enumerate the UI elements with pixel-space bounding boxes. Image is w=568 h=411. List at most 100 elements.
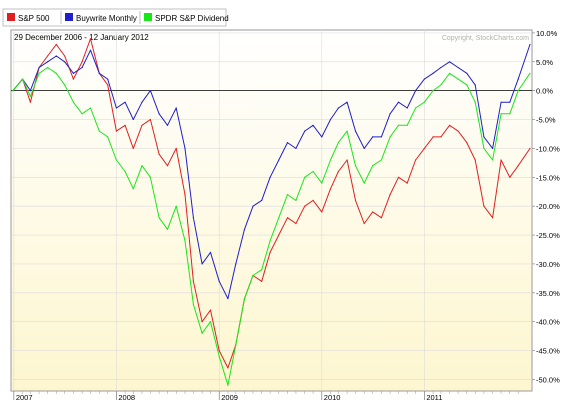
data-point <box>337 170 339 173</box>
data-point <box>166 124 169 126</box>
data-point <box>201 263 203 265</box>
data-point <box>474 101 476 103</box>
data-point <box>21 78 24 80</box>
x-tick-label: 2010 <box>324 393 341 402</box>
data-point <box>509 101 511 103</box>
data-point <box>380 217 382 219</box>
date-range-label: 29 December 2006 - 12 January 2012 <box>14 33 149 42</box>
data-point <box>132 147 134 150</box>
y-tick-label: -5.0% <box>536 116 556 125</box>
data-point <box>29 90 32 92</box>
data-point <box>449 61 451 63</box>
data-point <box>72 78 75 80</box>
legend-item-spdr-dividend[interactable]: SPDR S&P Dividend <box>144 13 229 23</box>
y-tick-label: -35.0% <box>536 289 560 298</box>
x-tick-label: 2007 <box>16 393 33 402</box>
data-point <box>175 205 177 207</box>
data-point <box>354 130 357 132</box>
data-point <box>483 205 485 207</box>
data-point <box>449 124 451 126</box>
data-point <box>415 159 417 161</box>
data-point <box>500 113 502 115</box>
data-point <box>517 78 519 80</box>
legend-swatch-buywrite <box>65 13 73 21</box>
data-point <box>149 90 151 92</box>
data-point <box>38 72 40 74</box>
data-point <box>380 159 382 161</box>
data-point <box>354 199 357 201</box>
data-point <box>209 321 212 323</box>
data-point <box>29 95 32 98</box>
data-point <box>269 251 271 253</box>
data-point <box>449 72 451 74</box>
data-point <box>329 188 332 190</box>
data-point <box>141 101 143 103</box>
data-point <box>278 159 280 161</box>
data-point <box>166 165 169 167</box>
data-point <box>337 142 339 144</box>
data-point <box>363 182 365 184</box>
data-point <box>415 90 417 92</box>
data-point <box>406 182 408 184</box>
data-point <box>492 217 494 219</box>
x-tick-label: 2011 <box>426 393 442 402</box>
data-point <box>466 72 468 74</box>
data-point <box>132 118 134 121</box>
data-point <box>209 251 212 253</box>
data-point <box>337 107 339 109</box>
legend-label-sp500: S&P 500 <box>18 14 50 23</box>
data-point <box>252 205 254 207</box>
data-point <box>529 43 531 46</box>
legend-item-buywrite[interactable]: Buywrite Monthly <box>65 13 137 23</box>
data-point <box>12 90 14 92</box>
data-point <box>304 130 306 132</box>
data-point <box>72 101 75 103</box>
data-point <box>269 176 271 178</box>
data-point <box>432 72 434 74</box>
data-point <box>286 142 289 144</box>
data-point <box>107 84 109 86</box>
data-point <box>457 78 459 80</box>
data-point <box>261 269 263 271</box>
data-point <box>466 142 468 144</box>
y-tick-label: 5.0% <box>536 58 553 67</box>
data-point <box>363 222 365 225</box>
data-point <box>55 43 57 46</box>
data-point <box>175 147 177 150</box>
y-tick-label: 10.0% <box>536 29 558 38</box>
data-point <box>29 101 32 103</box>
data-point <box>158 113 160 115</box>
data-point <box>329 159 332 161</box>
y-tick-label: -40.0% <box>536 318 560 327</box>
data-point <box>397 101 400 103</box>
data-point <box>312 199 314 201</box>
data-point <box>124 170 126 173</box>
data-point <box>440 136 442 138</box>
data-point <box>149 118 151 121</box>
data-point <box>372 165 374 167</box>
legend-label-buywrite: Buywrite Monthly <box>76 14 137 23</box>
data-point <box>243 228 246 230</box>
data-point <box>46 66 49 69</box>
data-point <box>81 61 83 63</box>
data-point <box>321 211 323 213</box>
data-point <box>406 124 408 126</box>
data-point <box>218 280 220 282</box>
data-point <box>141 124 143 126</box>
data-point <box>415 107 417 109</box>
data-point <box>141 165 143 167</box>
y-tick-label: -50.0% <box>536 375 560 384</box>
x-tick-label: 2009 <box>221 393 238 402</box>
x-tick-label: 2008 <box>118 393 135 402</box>
data-point <box>457 66 459 69</box>
data-point <box>500 159 502 161</box>
data-point <box>192 217 194 219</box>
legend-item-sp500[interactable]: S&P 500 <box>7 13 50 23</box>
data-point <box>175 107 177 109</box>
data-point <box>115 107 117 109</box>
data-point <box>261 199 263 201</box>
data-point <box>124 101 126 103</box>
data-point <box>218 349 220 352</box>
data-point <box>55 72 57 74</box>
